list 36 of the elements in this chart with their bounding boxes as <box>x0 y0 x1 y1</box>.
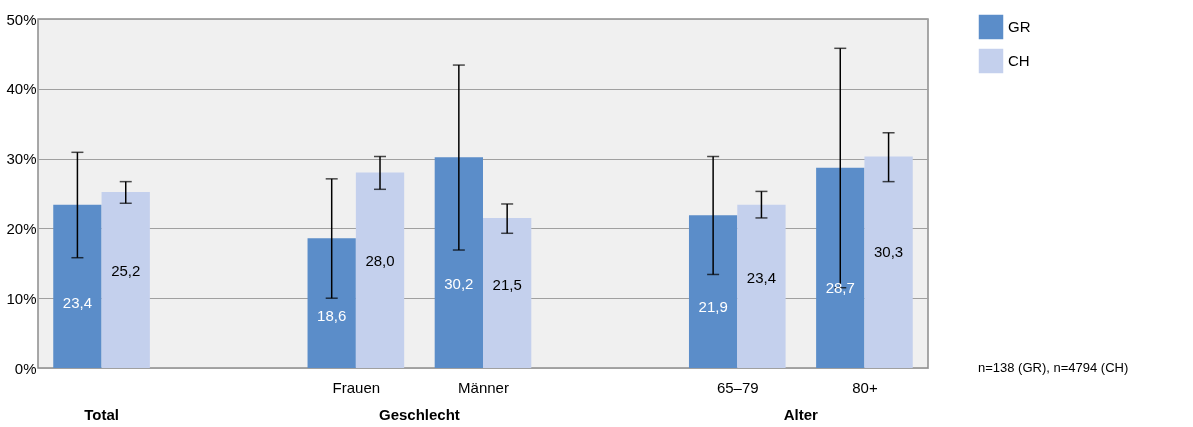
data-label: 30,2 <box>444 274 474 292</box>
x-tick-label: 80+ <box>852 378 878 396</box>
y-tick-label: 40% <box>6 80 37 98</box>
bar <box>53 204 102 368</box>
data-label: 30,3 <box>873 242 904 260</box>
bar <box>688 215 738 368</box>
data-label: 28,7 <box>825 278 855 296</box>
data-label: 21,5 <box>492 276 522 294</box>
bar <box>307 238 356 368</box>
y-tick-label: 10% <box>6 289 37 307</box>
x-tick-label: 65–79 <box>716 378 759 396</box>
data-label: 28,0 <box>365 251 395 269</box>
y-tick-label: 20% <box>6 219 37 237</box>
x-tick-label: Frauen <box>332 378 381 396</box>
data-label: 18,6 <box>317 307 347 325</box>
data-label: 21,9 <box>698 297 728 315</box>
bar <box>816 167 865 368</box>
y-tick-label: 30% <box>6 150 37 168</box>
data-label: 23,4 <box>746 269 777 287</box>
bar <box>434 157 483 368</box>
text: n=138 (GR), n=4794 (CH) <box>978 360 1129 375</box>
legend-label: CH <box>1008 52 1030 69</box>
text: Total <box>84 406 119 423</box>
x-tick-label: Männer <box>458 378 509 396</box>
bar <box>355 172 405 368</box>
text: Geschlecht <box>378 406 460 423</box>
text: Alter <box>783 406 819 423</box>
bar <box>101 192 150 368</box>
legend-label: GR <box>1008 18 1031 35</box>
bar <box>864 156 913 368</box>
y-tick-label: 0% <box>14 359 37 377</box>
data-label: 25,2 <box>111 262 141 280</box>
bar <box>737 204 786 368</box>
y-tick-label: 50% <box>6 10 37 28</box>
bar <box>483 217 532 368</box>
data-label: 23,4 <box>62 293 93 311</box>
